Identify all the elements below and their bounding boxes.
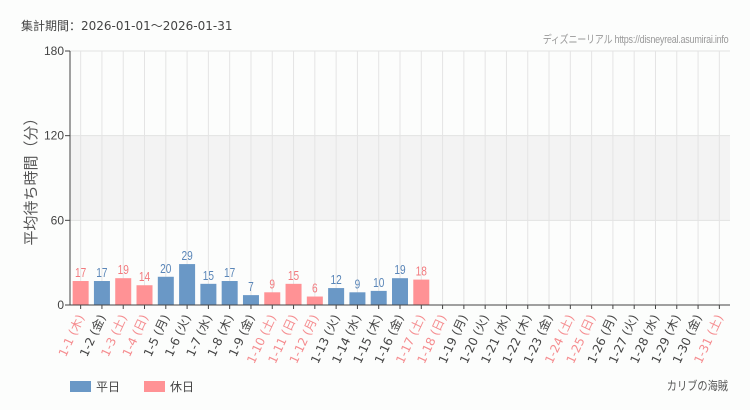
- bar: [306, 296, 323, 305]
- legend-weekday-label: 平日: [96, 380, 121, 394]
- legend-holiday: 休日: [144, 378, 194, 395]
- bar-value-label: 17: [75, 266, 86, 280]
- bar: [157, 276, 174, 305]
- bar: [115, 278, 132, 305]
- bar-value-label: 6: [312, 281, 318, 295]
- y-tick-label: 60: [51, 213, 65, 227]
- bar-value-label: 12: [330, 273, 341, 287]
- bar-value-label: 14: [139, 270, 151, 284]
- aggregation-period: 集計期間：2026-01-01～2026-01-31: [21, 19, 233, 33]
- legend-holiday-label: 休日: [170, 380, 195, 394]
- legend-weekday: 平日: [70, 378, 120, 395]
- y-tick-label: 0: [57, 298, 64, 312]
- bar-value-label: 17: [96, 266, 107, 280]
- bar: [179, 264, 196, 305]
- bar-value-label: 7: [248, 280, 254, 294]
- bar: [328, 288, 345, 305]
- legend: 平日 休日: [70, 378, 218, 395]
- bar-value-label: 15: [203, 269, 214, 283]
- bar: [370, 290, 387, 305]
- y-tick-label: 180: [44, 44, 64, 58]
- bar-value-label: 15: [288, 269, 299, 283]
- bar: [264, 292, 281, 305]
- y-axis-label: 平均待ち時間（分）: [22, 110, 40, 245]
- y-tick-label: 120: [44, 129, 64, 143]
- bar: [285, 283, 302, 305]
- bar: [93, 281, 110, 305]
- site-credit: ディズニーリアル https://disneyreal.asumirai.inf…: [542, 34, 728, 46]
- bar: [136, 285, 153, 305]
- bar-value-label: 17: [224, 266, 235, 280]
- bar-value-label: 19: [118, 263, 129, 277]
- bar-value-label: 9: [355, 277, 361, 291]
- bar-value-label: 18: [416, 264, 427, 278]
- bar: [221, 281, 238, 305]
- bar: [413, 279, 430, 305]
- bar-value-label: 29: [181, 249, 192, 263]
- bar: [242, 295, 259, 305]
- bar-value-label: 20: [160, 262, 172, 276]
- weekday-swatch: [70, 381, 91, 392]
- bar-value-label: 10: [373, 276, 385, 290]
- bar: [200, 283, 217, 305]
- holiday-swatch: [144, 381, 166, 392]
- bar-value-label: 9: [269, 277, 275, 291]
- bar: [349, 292, 366, 305]
- bar-value-label: 19: [394, 263, 405, 277]
- bar: [72, 281, 89, 305]
- attraction-name: カリブの海賊: [666, 379, 728, 393]
- bar: [392, 278, 408, 305]
